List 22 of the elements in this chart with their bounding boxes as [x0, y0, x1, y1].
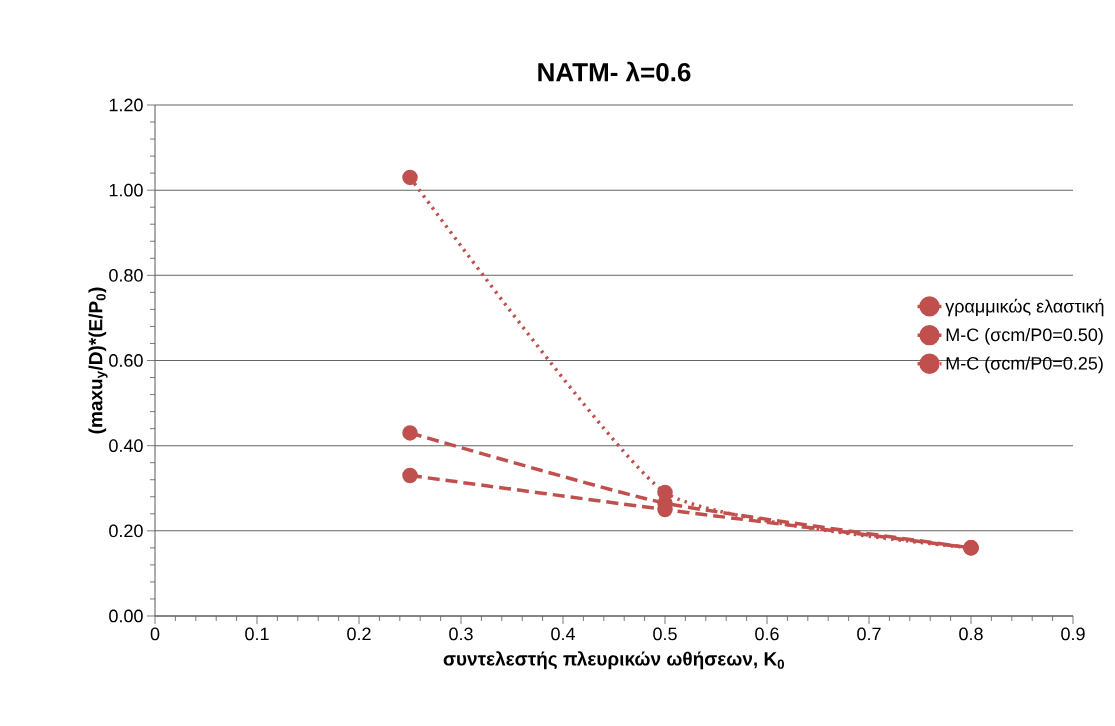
- x-axis-title: συντελεστής πλευρικών ωθήσεων, K$_{0}$: [443, 651, 784, 670]
- y-tick-label: 1.20: [109, 98, 143, 112]
- legend-label: γραμμικώς ελαστική: [945, 298, 1104, 317]
- x-tick-label: 0.1: [245, 627, 269, 641]
- y-axis-title: (maxu$_{y}$/D)*(E/P$_{0}$): [88, 287, 108, 434]
- x-tick-label: 0.9: [1061, 627, 1085, 641]
- y-tick-label: 0.80: [109, 268, 143, 282]
- x-tick-label: 0: [150, 627, 160, 641]
- y-tick-label: 0.20: [109, 524, 143, 538]
- chart-title: NATM- λ=0.6: [538, 61, 691, 82]
- x-tick-label: 0.5: [653, 627, 677, 641]
- x-tick-label: 0.8: [959, 627, 983, 641]
- x-tick-label: 0.3: [449, 627, 473, 641]
- y-tick-label: 0.00: [109, 609, 143, 623]
- x-tick-label: 0.4: [551, 627, 575, 641]
- y-tick-label: 1.00: [109, 183, 143, 197]
- x-tick-label: 0.6: [755, 627, 779, 641]
- x-tick-label: 0.2: [347, 627, 371, 641]
- y-tick-label: 0.60: [109, 354, 143, 367]
- y-tick-label: 0.40: [109, 439, 143, 453]
- legend-label: M-C (σcm/P0=0.50): [946, 327, 1103, 345]
- x-tick-label: 0.7: [857, 627, 881, 641]
